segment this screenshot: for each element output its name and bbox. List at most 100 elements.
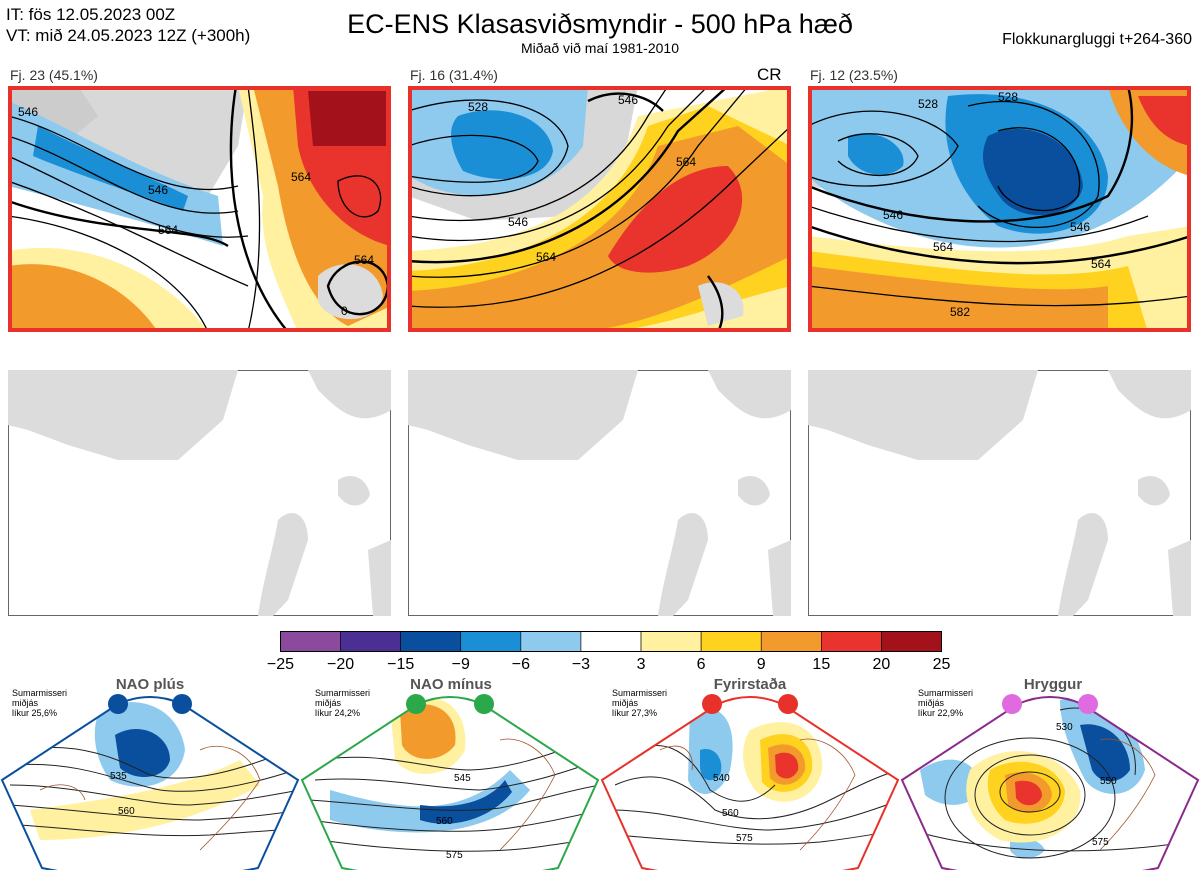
panel-1-contour-label: 564 — [291, 170, 311, 184]
regime-4-blue-3 — [1080, 724, 1130, 782]
land-british-isles — [658, 512, 708, 616]
regime-3-season: Sumarmisseri — [612, 688, 668, 698]
regime-4-dot — [1002, 694, 1022, 714]
land-scandinavia — [708, 370, 791, 419]
regime-1-dot — [172, 694, 192, 714]
valid-time: VT: mið 24.05.2023 12Z (+300h) — [6, 26, 251, 45]
panel-2-label: Fj. 16 (31.4%) — [410, 67, 498, 83]
panel-3-frame — [808, 86, 1191, 332]
land-iceland — [1138, 475, 1170, 506]
regime-2-orange — [400, 704, 456, 759]
regime-2-contour-label: 560 — [436, 816, 453, 827]
regime-4-red — [1015, 780, 1042, 806]
colorbar-cell — [520, 631, 582, 652]
anomaly-orange-1 — [8, 264, 158, 332]
land-iceland — [338, 475, 370, 506]
regime-3-coastline — [659, 738, 856, 851]
regime-4-mean: miðjás — [918, 698, 945, 708]
colorbar-tick-label: −15 — [387, 656, 415, 673]
panel-2-contour-label: 546 — [618, 93, 638, 107]
panel-2-map: 528 546 564 546 564 — [408, 86, 791, 332]
regime-3-name: Fyrirstaða — [713, 676, 787, 693]
regime-1-season: Sumarmisseri — [12, 688, 68, 698]
regime-1-info: Sumarmisseri miðjás líkur 25,6% — [12, 688, 67, 718]
regime-4-blue-1 — [920, 759, 980, 805]
regime-4-contour-label: 550 — [1100, 776, 1117, 787]
anomaly-red — [1138, 96, 1191, 146]
land-scandinavia — [1108, 370, 1191, 419]
regime-1-mean: miðjás — [12, 698, 39, 708]
regime-2-info: Sumarmisseri miðjás líkur 24,2% — [315, 688, 370, 718]
colorbar-tick-label: 15 — [812, 656, 831, 673]
colorbar-tick-label: 9 — [756, 656, 766, 673]
regime-3-dot — [778, 694, 798, 714]
colorbar-cell — [821, 631, 882, 652]
colorbar-cell — [400, 631, 462, 652]
regime-4-map: 530 550 575 — [900, 694, 1200, 870]
colorbar-cell — [580, 631, 642, 652]
regime-1-dot — [108, 694, 128, 714]
page-title: EC-ENS Klasasviðsmyndir - 500 hPa hæð — [347, 9, 853, 39]
lower-map-3 — [808, 370, 1191, 616]
panel-1-contours — [8, 86, 382, 332]
page-subtitle: Miðað við maí 1981-2010 — [521, 40, 679, 56]
regime-2-map: 545 560 575 — [300, 694, 600, 870]
regime-1-probability: líkur 25,6% — [12, 708, 58, 718]
lower-map-2 — [408, 370, 791, 616]
panel-3-contour-label: 564 — [1091, 257, 1111, 271]
regime-3-red — [775, 752, 799, 779]
regime-4-frame — [900, 696, 1200, 870]
panel-3-contour-label: 546 — [883, 208, 903, 222]
regime-2-contour-label: 575 — [446, 850, 463, 861]
header-left: IT: fös 12.05.2023 00Z VT: mið 24.05.202… — [6, 4, 250, 46]
land-iceland — [738, 475, 770, 506]
regime-1-yellow — [30, 760, 260, 840]
panel-1-contour-label: 546 — [148, 183, 168, 197]
regime-2-frame — [300, 696, 600, 870]
panel-3-contour-label: 528 — [998, 90, 1018, 104]
regime-3-contour-label: 560 — [722, 808, 739, 819]
panel-3-contour-label: 528 — [918, 97, 938, 111]
land-europe — [768, 540, 791, 616]
panel-2-tag: CR — [757, 65, 782, 84]
regime-1-contours — [9, 746, 298, 837]
colorbar-tick-label: 25 — [932, 656, 951, 673]
panel-1-map: 546 546 564 564 564 0 — [8, 86, 391, 332]
land-greenland — [8, 370, 238, 460]
regime-3-dot — [702, 694, 722, 714]
colorbar-tick-label: 20 — [872, 656, 891, 673]
colorbar-tick-label: 6 — [696, 656, 706, 673]
init-time: IT: fös 12.05.2023 00Z — [6, 5, 176, 24]
colorbar-tick-label: −25 — [266, 656, 295, 673]
panel-2-contours — [408, 86, 791, 308]
regime-3-blue-2 — [700, 749, 722, 781]
colorbar-cell — [760, 631, 822, 652]
regime-3-map: 540 560 575 — [600, 694, 900, 870]
anomaly-blue-4 — [848, 133, 904, 175]
regime-4-dot — [1078, 694, 1098, 714]
panel-1-contour-label: 0 — [341, 304, 348, 318]
colorbar-tick-label: −6 — [511, 656, 530, 673]
regime-4-season: Sumarmisseri — [918, 688, 974, 698]
colorbar-tick-label: −20 — [327, 656, 355, 673]
land-british-isles — [258, 512, 308, 616]
lower-map-1 — [8, 370, 391, 616]
land-scandinavia — [308, 370, 391, 419]
panel-3-contour-label: 582 — [950, 305, 970, 319]
land-greenland — [808, 370, 1038, 460]
colorbar-cell — [340, 631, 401, 652]
land-british-isles — [1058, 512, 1108, 616]
land-scandinavia — [318, 264, 383, 320]
regime-4-contour-label: 530 — [1056, 722, 1073, 733]
panel-2-thick-contours — [408, 86, 729, 332]
regime-2-coastline — [499, 738, 556, 851]
regime-2-blue-1 — [330, 770, 530, 833]
anomaly-orange — [808, 266, 1108, 332]
regime-2-dot — [406, 694, 426, 714]
anomaly-red — [608, 166, 743, 273]
panel-1-label: Fj. 23 (45.1%) — [10, 67, 98, 83]
colorbar-tick-label: −9 — [451, 656, 470, 673]
regime-4-coastline — [1099, 738, 1156, 851]
regime-1-contour-label: 560 — [118, 806, 135, 817]
panel-1-contour-label: 564 — [354, 253, 374, 267]
